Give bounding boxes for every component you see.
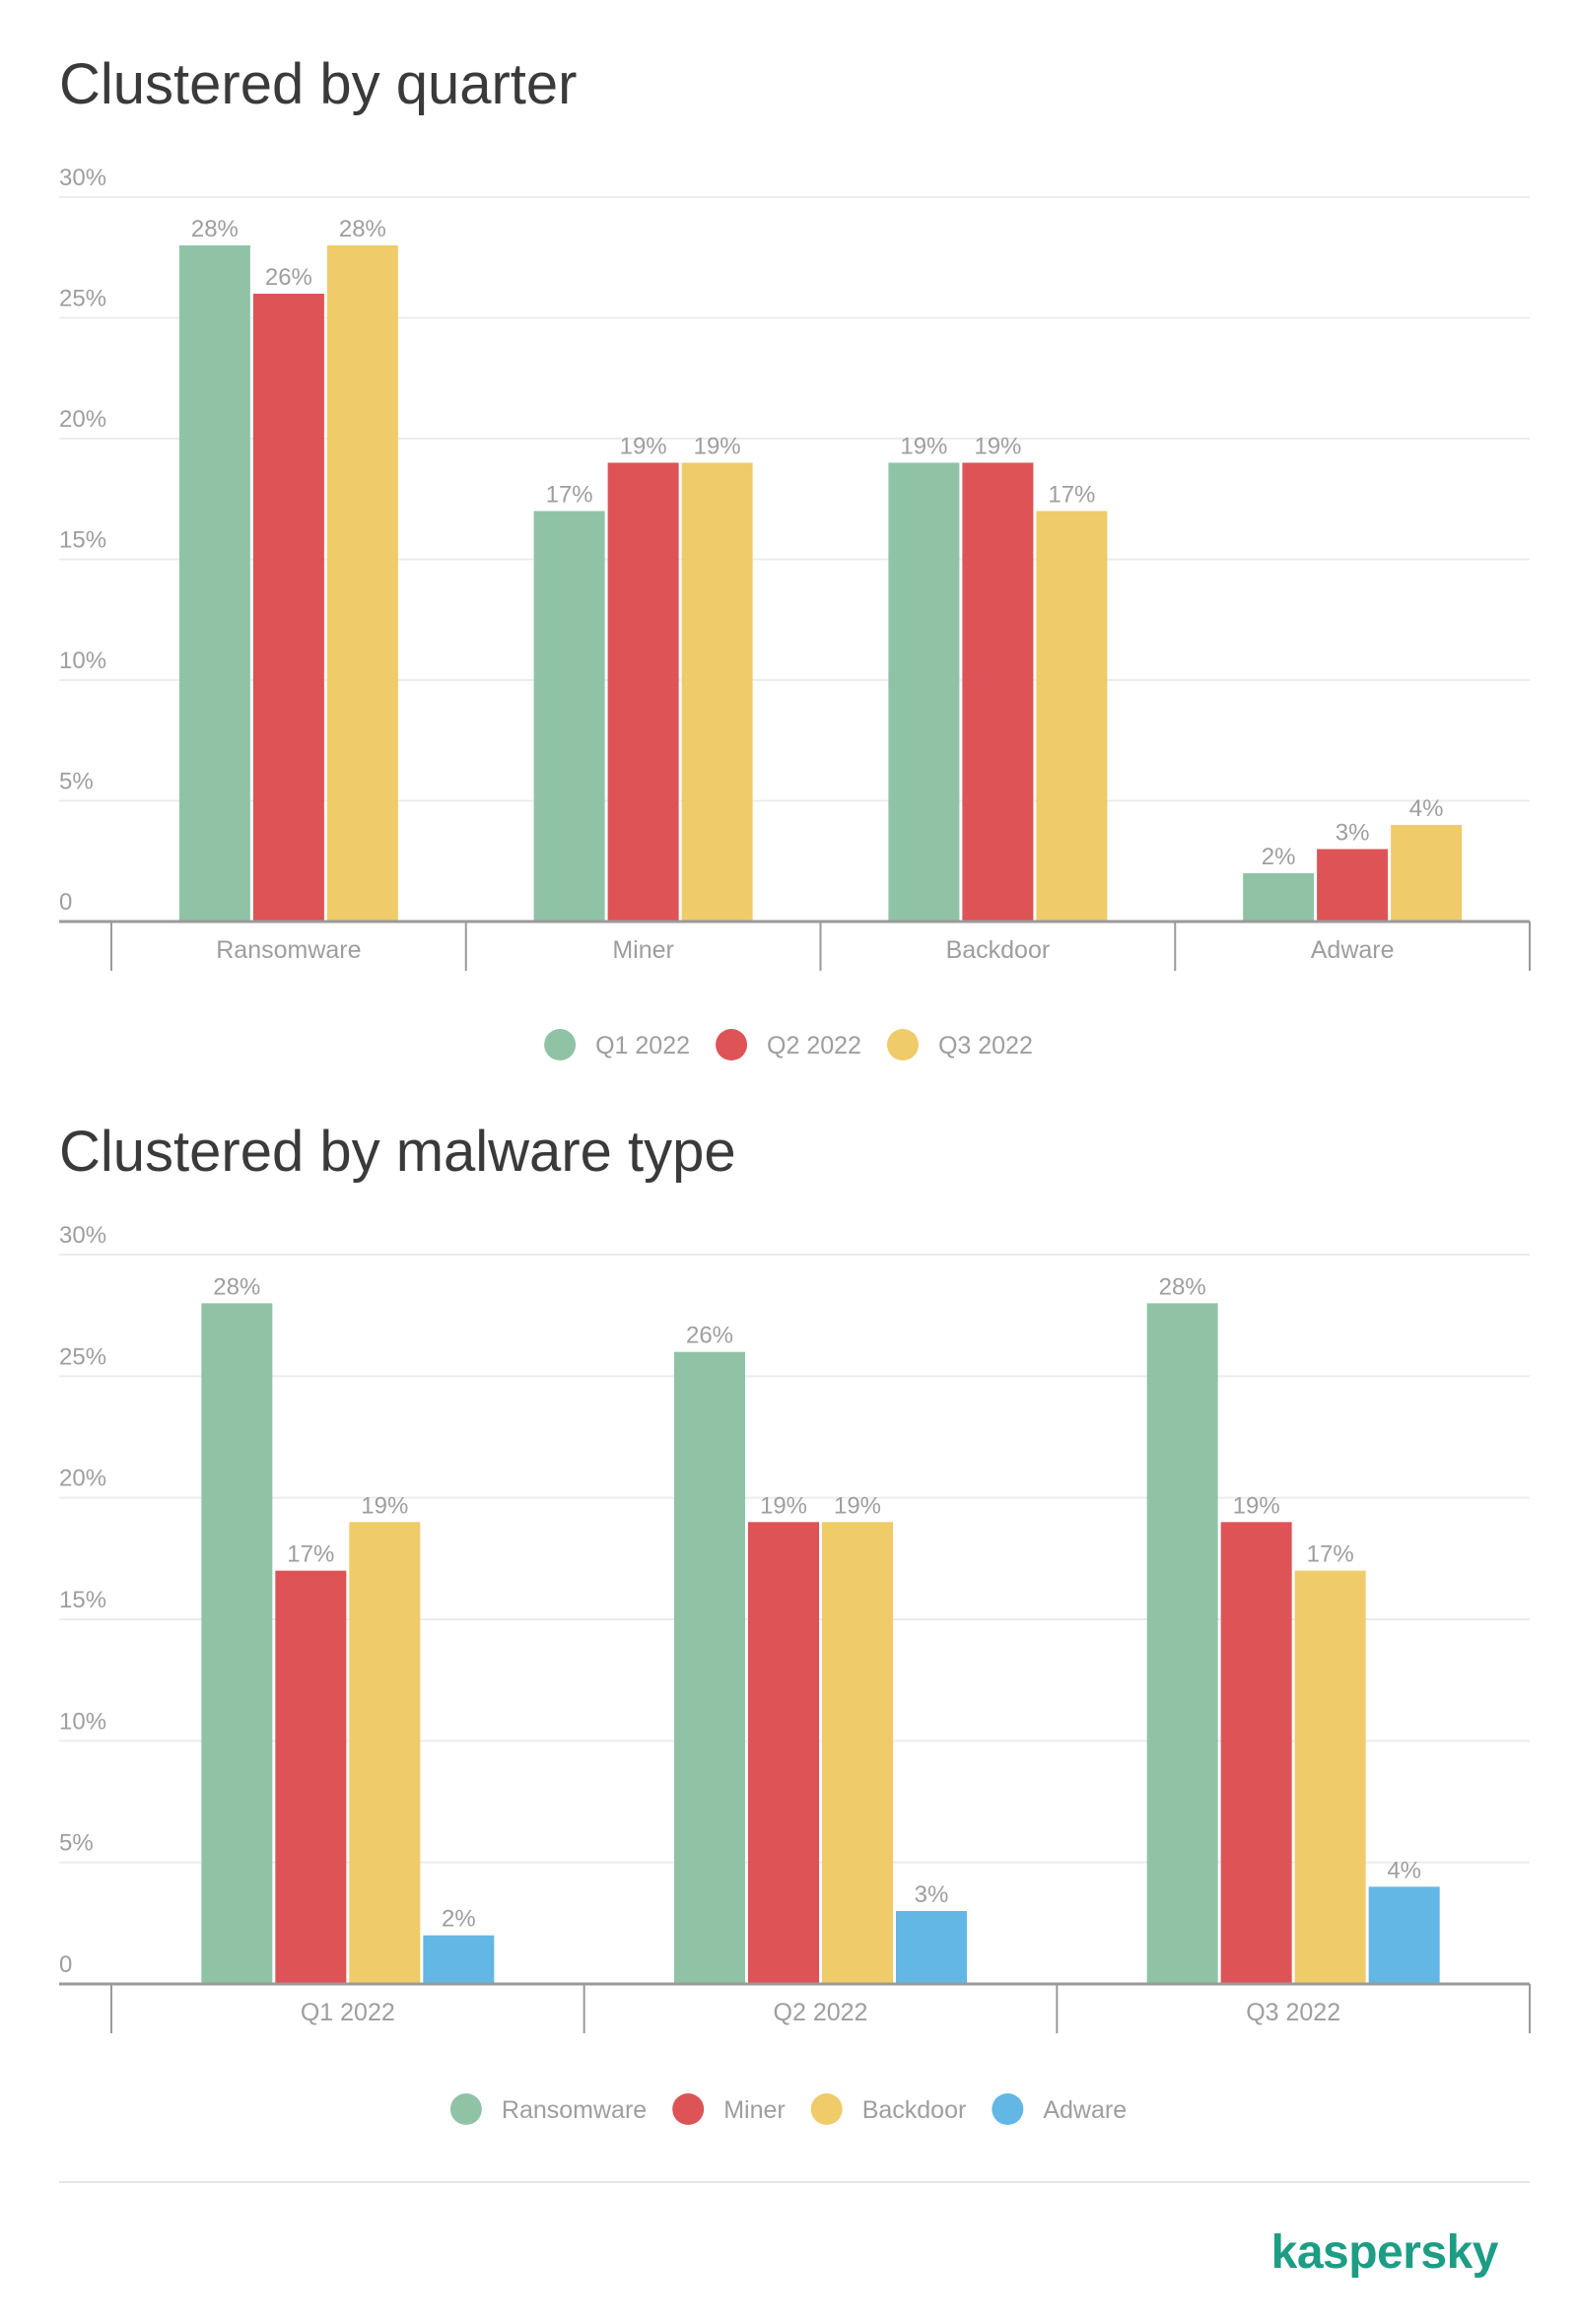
bar-q3-2022-ransomware xyxy=(1146,1303,1218,1984)
legend-swatch xyxy=(449,2093,482,2125)
x-tick-label: Miner xyxy=(612,936,674,964)
data-label: 4% xyxy=(1409,795,1444,822)
legend-swatch xyxy=(992,2093,1024,2125)
legend-swatch xyxy=(886,1029,919,1060)
bar-ransomware-q3-2022 xyxy=(326,245,398,922)
data-label: 17% xyxy=(1048,482,1095,509)
legend-item: Adware xyxy=(992,2093,1127,2125)
y-tick-label: 25% xyxy=(59,286,106,312)
bar-adware-q2-2022 xyxy=(1317,849,1389,922)
data-label: 19% xyxy=(361,1492,408,1519)
legend-item: Backdoor xyxy=(810,2093,967,2125)
legend-item: Ransomware xyxy=(449,2093,647,2125)
data-label: 19% xyxy=(974,434,1021,460)
data-label: 17% xyxy=(287,1541,334,1568)
legend-item: Q3 2022 xyxy=(886,1029,1033,1060)
legend-label: Ransomware xyxy=(502,2096,647,2124)
data-label: 17% xyxy=(1307,1541,1354,1568)
y-tick-label: 30% xyxy=(59,1222,106,1249)
bar-miner-q2-2022 xyxy=(607,462,679,922)
y-tick-label: 10% xyxy=(59,648,106,674)
chart-1: 0 5% 10% 15% 20% 25% 30% 28% 26% 28% Ransomware 17%… xyxy=(59,165,1531,1060)
chart-2-title: Clustered by malware type xyxy=(59,1120,736,1184)
y-tick-label: 20% xyxy=(59,1466,106,1492)
bar-ransomware-q2-2022 xyxy=(252,294,324,922)
bar-q1-2022-miner xyxy=(275,1570,347,1984)
data-label: 17% xyxy=(546,482,593,509)
footer-divider xyxy=(59,2181,1530,2183)
bar-q3-2022-adware xyxy=(1368,1886,1440,1984)
bar-q2-2022-miner xyxy=(748,1522,819,1984)
data-label: 2% xyxy=(1262,844,1296,870)
data-label: 19% xyxy=(900,434,947,460)
legend-swatch xyxy=(716,1029,748,1060)
kaspersky-logo: kaspersky xyxy=(1270,2226,1499,2279)
data-label: 3% xyxy=(915,1881,949,1908)
chart-2: 0 5% 10% 15% 20% 25% 30% 28% 17% 19% 2% Q1 2022 26% 1… xyxy=(59,1222,1531,2125)
bar-miner-q3-2022 xyxy=(681,462,753,922)
chart-1-title: Clustered by quarter xyxy=(59,52,578,116)
data-label: 26% xyxy=(686,1323,733,1349)
bar-q2-2022-adware xyxy=(896,1911,967,1984)
data-label: 28% xyxy=(213,1273,260,1300)
data-label: 2% xyxy=(442,1906,476,1933)
legend: Ransomware Miner Backdoor Adware xyxy=(449,2093,1127,2125)
data-label: 3% xyxy=(1336,820,1370,847)
data-label: 28% xyxy=(1159,1273,1206,1300)
legend-swatch xyxy=(672,2093,705,2125)
bar-q1-2022-adware xyxy=(423,1935,495,1984)
bar-backdoor-q2-2022 xyxy=(962,462,1034,922)
bar-miner-q1-2022 xyxy=(533,511,605,922)
x-tick-label: Q1 2022 xyxy=(301,1999,395,2026)
legend-label: Q2 2022 xyxy=(767,1032,861,1059)
y-tick-label: 30% xyxy=(59,165,106,191)
legend-label: Adware xyxy=(1043,2096,1127,2124)
data-label: 26% xyxy=(265,264,312,291)
legend-label: Backdoor xyxy=(862,2096,967,2124)
bar-q1-2022-ransomware xyxy=(201,1303,273,1984)
y-tick-label: 0 xyxy=(59,1951,72,1978)
bar-adware-q3-2022 xyxy=(1391,825,1463,922)
y-tick-label: 25% xyxy=(59,1343,106,1370)
y-tick-label: 20% xyxy=(59,406,106,433)
x-tick-label: Q2 2022 xyxy=(774,1999,868,2026)
x-tick-label: Ransomware xyxy=(216,936,361,964)
bar-q1-2022-backdoor xyxy=(349,1522,421,1984)
legend-label: Q3 2022 xyxy=(938,1032,1033,1059)
data-label: 28% xyxy=(191,216,239,242)
y-tick-label: 0 xyxy=(59,889,72,916)
bar-q2-2022-backdoor xyxy=(822,1522,893,1984)
legend-item: Q2 2022 xyxy=(716,1029,861,1060)
bar-backdoor-q3-2022 xyxy=(1036,511,1108,922)
bar-backdoor-q1-2022 xyxy=(888,462,960,922)
data-label: 19% xyxy=(620,434,667,460)
y-tick-label: 10% xyxy=(59,1708,106,1735)
bar-q3-2022-backdoor xyxy=(1294,1570,1366,1984)
bar-q3-2022-miner xyxy=(1220,1522,1292,1984)
x-tick-label: Q3 2022 xyxy=(1246,1999,1340,2026)
legend-swatch xyxy=(810,2093,843,2125)
legend-label: Miner xyxy=(723,2096,786,2124)
data-label: 19% xyxy=(760,1492,807,1519)
data-label: 28% xyxy=(339,216,386,242)
legend-item: Q1 2022 xyxy=(544,1029,690,1060)
data-label: 19% xyxy=(1233,1492,1280,1519)
data-label: 4% xyxy=(1387,1857,1421,1883)
y-tick-label: 5% xyxy=(59,769,94,795)
legend-item: Miner xyxy=(672,2093,786,2125)
data-label: 19% xyxy=(834,1492,881,1519)
y-tick-label: 15% xyxy=(59,1587,106,1613)
y-tick-label: 5% xyxy=(59,1830,94,1857)
x-tick-label: Adware xyxy=(1311,936,1395,964)
legend-swatch xyxy=(544,1029,577,1060)
bar-q2-2022-ransomware xyxy=(674,1351,745,1984)
bar-ransomware-q1-2022 xyxy=(178,245,250,922)
legend: Q1 2022 Q2 2022 Q3 2022 xyxy=(544,1029,1033,1060)
x-tick-label: Backdoor xyxy=(946,936,1051,964)
legend-label: Q1 2022 xyxy=(595,1032,690,1059)
data-label: 19% xyxy=(694,434,741,460)
bar-adware-q1-2022 xyxy=(1243,873,1315,922)
y-tick-label: 15% xyxy=(59,527,106,554)
